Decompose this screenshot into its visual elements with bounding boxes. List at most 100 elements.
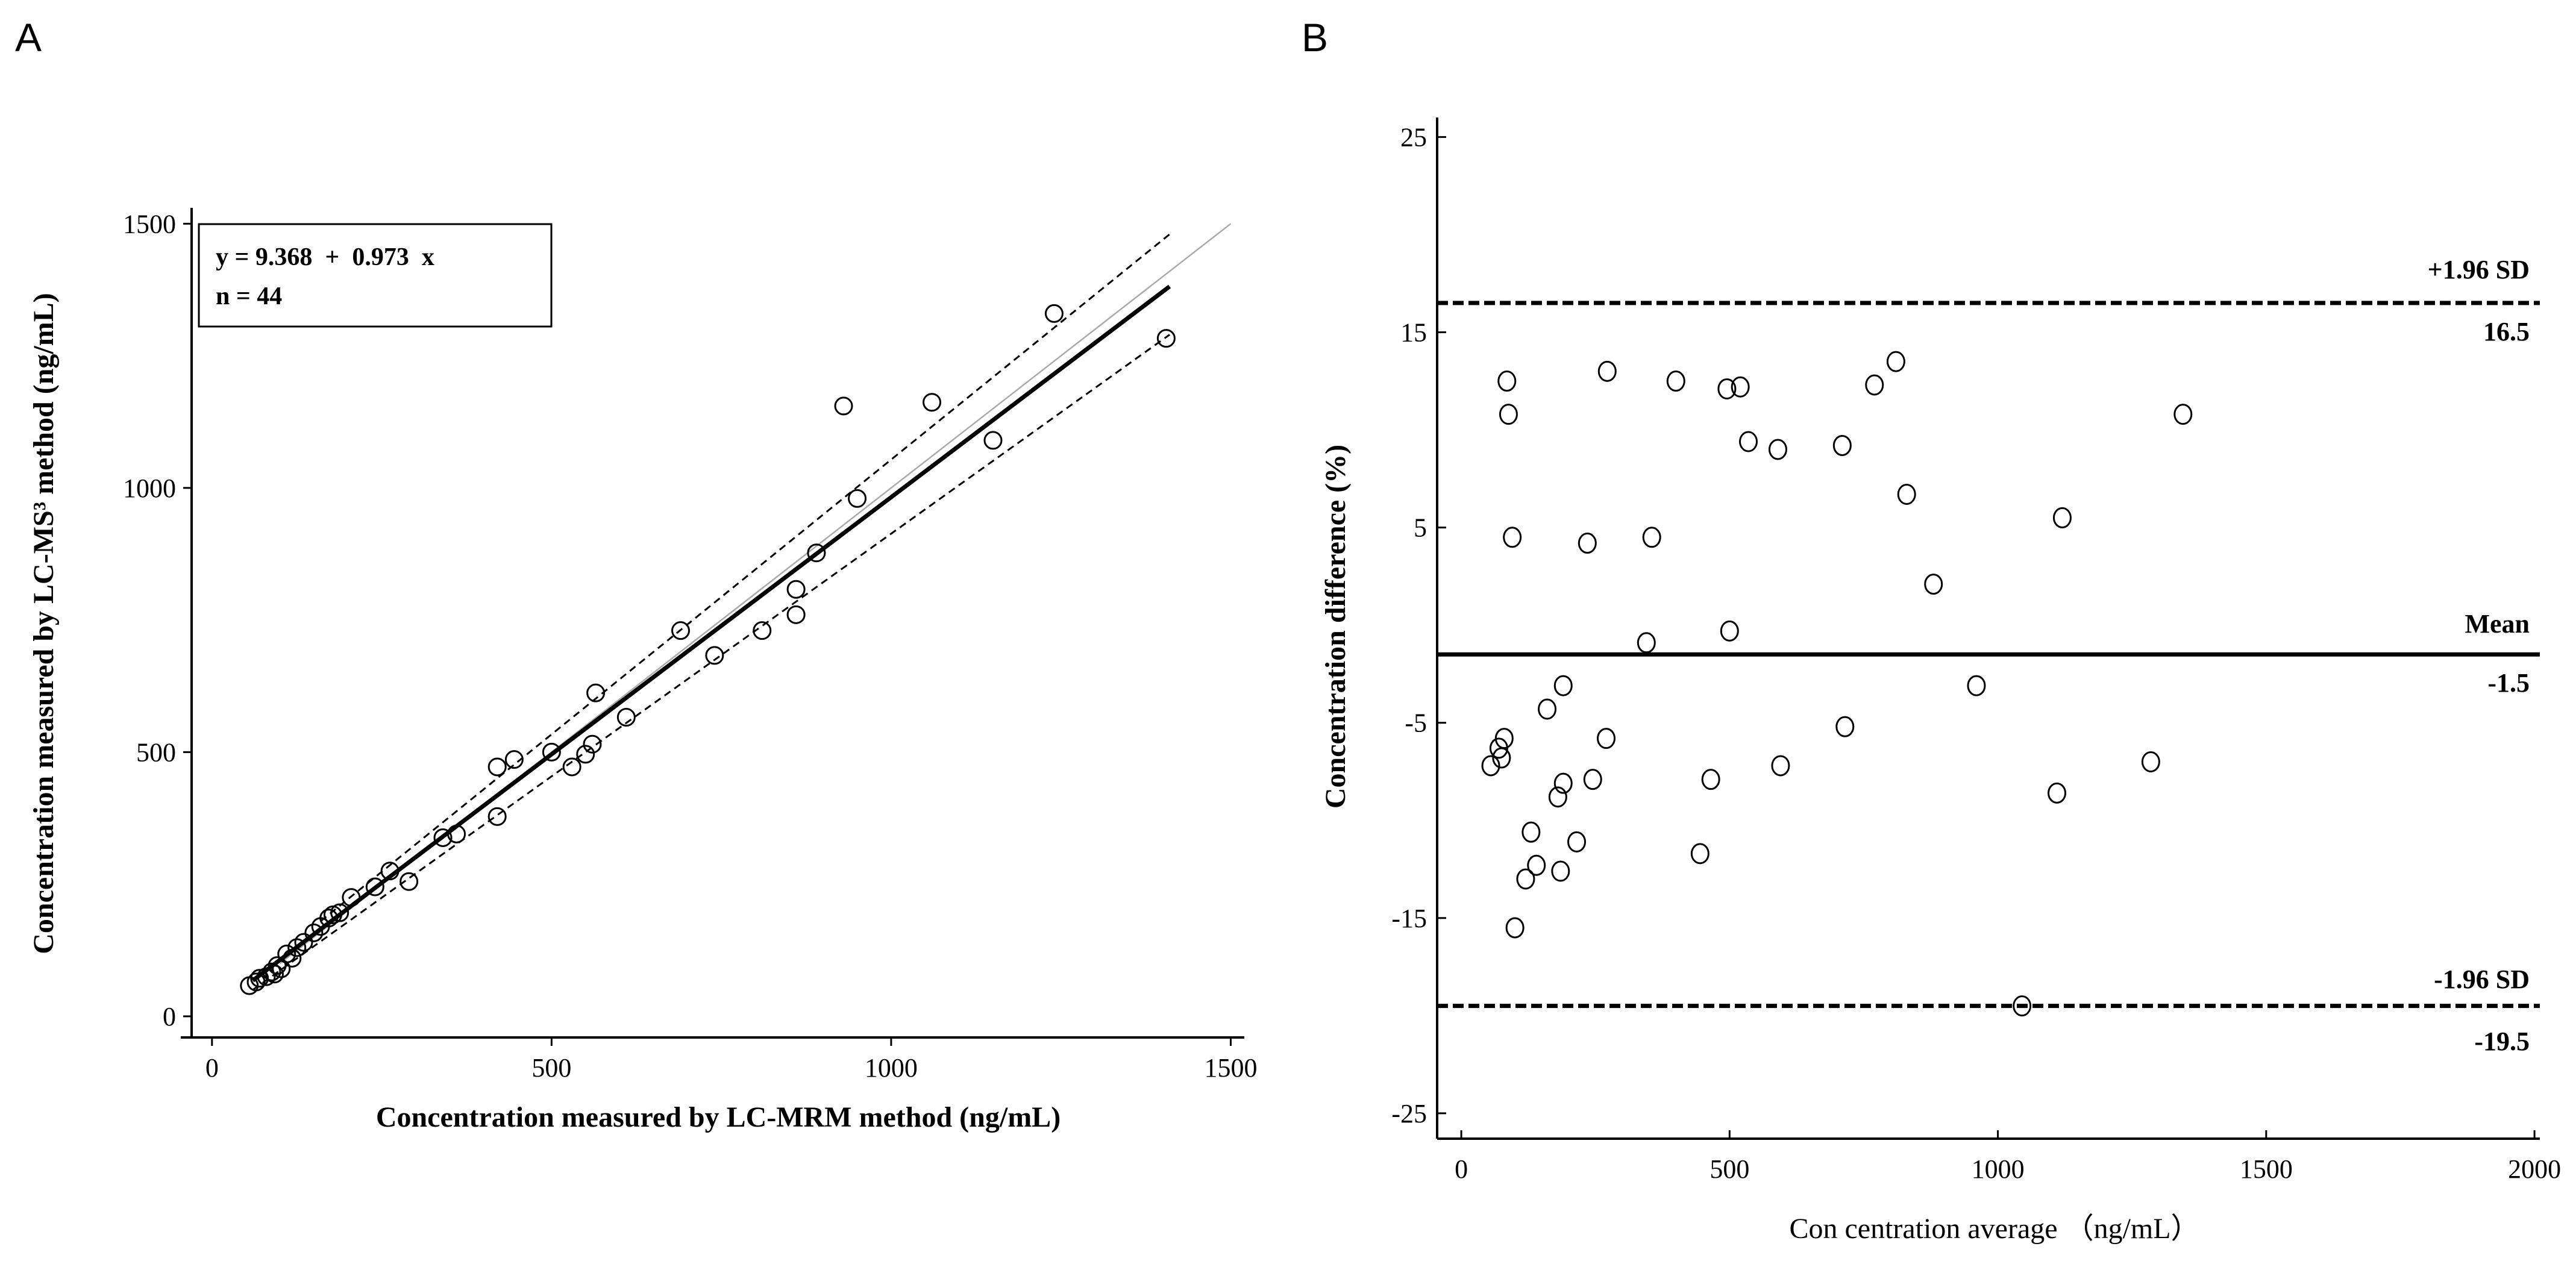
panel-b-point xyxy=(1865,374,1884,396)
panel-a-point xyxy=(268,956,287,975)
panel-b-point xyxy=(2173,404,2193,425)
panel-b-point xyxy=(1553,772,1573,794)
panel-b-point xyxy=(1924,574,1943,595)
panel-a-upper-band xyxy=(320,233,1170,922)
panel-b-point xyxy=(1597,728,1616,749)
panel-a-point xyxy=(257,967,276,986)
panel-a-equation: y = 9.368 + 0.973 x xyxy=(216,243,434,271)
panel-b-point xyxy=(1578,533,1597,554)
panel-a-point xyxy=(487,757,507,777)
panel-b-point xyxy=(1701,769,1720,790)
panel-b-point xyxy=(1642,527,1661,548)
panel-b-point xyxy=(1505,917,1525,939)
panel-b-y-axis-title: Concentration difference (%) xyxy=(1320,445,1352,809)
panel-b-y-tick-label: -15 xyxy=(1391,904,1427,933)
panel-b-point xyxy=(1637,632,1656,654)
panel-a-x-tick-label: 0 xyxy=(205,1053,219,1083)
panel-b-reference-lines xyxy=(1437,301,2540,1009)
plus-sd-label: +1.96 SD xyxy=(2428,255,2530,284)
panel-a-point xyxy=(848,489,867,508)
panel-a-point xyxy=(583,734,602,754)
panel-b-x-tick-label: 1000 xyxy=(1972,1154,2025,1184)
panel-b-point xyxy=(1835,716,1855,737)
panel-a-chart: 0 500 1000 1500 0 500 1000 1500 y = 9.368 + 0.9… xyxy=(28,208,1257,1133)
panel-a-point xyxy=(562,757,581,777)
panel-a-y-axis-title: Concentration measured by LC-MS³ method … xyxy=(28,293,60,954)
mean-value: -1.5 xyxy=(2487,668,2530,698)
panel-b-chart: 0 500 1000 1500 2000 -25 -15 -5 5 15 25 +1.96 SD 1… xyxy=(1320,117,2561,1245)
panel-a-point xyxy=(277,944,296,963)
panel-b-point xyxy=(1886,351,1905,372)
panel-a-n-label: n = 44 xyxy=(216,283,282,310)
panel-a-point xyxy=(265,965,284,984)
panel-b-point xyxy=(1494,728,1514,749)
panel-a-point xyxy=(923,393,942,412)
panel-a-point xyxy=(246,972,266,992)
panel-a-y-tick-label: 1500 xyxy=(123,209,176,239)
panel-b-point xyxy=(1666,371,1685,392)
panel-b-point xyxy=(2052,507,2072,528)
panel-b-point xyxy=(1521,821,1541,843)
panel-a-regression-line xyxy=(251,284,1171,983)
panel-b-point xyxy=(1720,620,1739,642)
panel-b-point xyxy=(1731,376,1750,398)
panel-b-point xyxy=(1897,483,1916,505)
panel-b-x-axis-title: Con centration average （ng/mL） xyxy=(1789,1213,2199,1245)
panel-a-point xyxy=(786,605,806,624)
panel-a-ticks: 0 500 1000 1500 0 500 1000 1500 xyxy=(123,209,1257,1083)
panel-b-letter: B xyxy=(1302,15,1328,60)
panel-a-point xyxy=(671,621,691,640)
panel-a-point xyxy=(283,948,302,968)
panel-b-point xyxy=(1551,860,1570,882)
minus-sd-label: -1.96 SD xyxy=(2434,965,2530,994)
panel-b-point xyxy=(2141,751,2160,773)
panel-a-point xyxy=(262,962,281,981)
panel-a-x-tick-label: 1000 xyxy=(865,1053,918,1083)
panel-b-point xyxy=(1690,843,1709,865)
panel-a-point xyxy=(304,923,324,942)
panel-b-y-tick-label: -5 xyxy=(1405,709,1427,738)
plus-sd-value: 16.5 xyxy=(2483,317,2530,346)
panel-b-x-tick-label: 1500 xyxy=(2240,1154,2293,1184)
panel-b-point xyxy=(1516,868,1535,890)
panel-a-y-tick-label: 0 xyxy=(163,1002,176,1031)
panel-b-ticks: 0 500 1000 1500 2000 -25 -15 -5 5 15 25 xyxy=(1391,122,2561,1184)
panel-b-y-tick-label: 25 xyxy=(1400,122,1427,152)
mean-label: Mean xyxy=(2465,609,2530,639)
minus-sd-value: -19.5 xyxy=(2474,1027,2530,1056)
panel-b-point xyxy=(1548,786,1567,808)
panel-a-lower-band xyxy=(252,334,1170,991)
panel-a-point xyxy=(342,888,361,907)
panel-a-point xyxy=(504,750,524,769)
panel-a-point xyxy=(330,903,349,922)
panel-a-point xyxy=(365,877,384,896)
panel-b-x-tick-label: 500 xyxy=(1709,1154,1749,1184)
panel-b-y-tick-label: -25 xyxy=(1391,1099,1427,1128)
panel-a-point xyxy=(807,543,826,563)
panel-a-point xyxy=(542,742,561,762)
panel-a-y-tick-label: 1000 xyxy=(123,474,176,503)
panel-b-point xyxy=(1553,675,1573,696)
panel-a-point xyxy=(319,909,339,928)
panel-b-point xyxy=(1567,831,1587,852)
panel-a-points xyxy=(240,304,1176,995)
panel-b-point xyxy=(1503,527,1522,548)
panel-b-point xyxy=(1499,404,1518,425)
panel-b-point xyxy=(1597,360,1617,382)
panel-b-point xyxy=(2013,995,2032,1017)
panel-a-point xyxy=(616,707,636,727)
panel-b-y-tick-label: 15 xyxy=(1400,318,1427,348)
panel-b-points xyxy=(1481,351,2193,1017)
panel-b-point xyxy=(1538,698,1557,720)
panel-a-point xyxy=(447,824,466,843)
panel-a-point xyxy=(983,431,1003,450)
panel-b-point xyxy=(2048,782,2067,804)
panel-a-letter: A xyxy=(15,15,42,60)
panel-a-point xyxy=(586,683,606,702)
panel-b-point xyxy=(1768,439,1787,460)
panel-b-point xyxy=(1481,755,1500,777)
panel-a-point xyxy=(433,828,453,847)
panel-a-point xyxy=(287,938,307,957)
panel-a-x-tick-label: 500 xyxy=(531,1053,571,1083)
